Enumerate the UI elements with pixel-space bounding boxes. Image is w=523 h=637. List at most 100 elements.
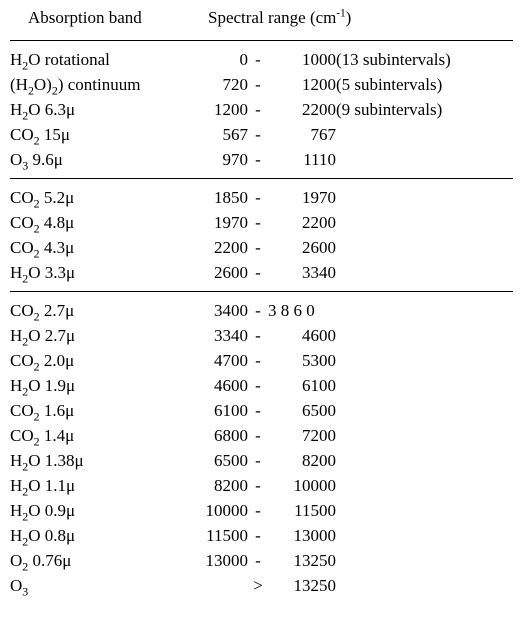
cell-range-lo xyxy=(188,573,248,598)
cell-band: O3 xyxy=(10,573,188,598)
cell-note xyxy=(336,348,513,373)
cell-range-dash: - xyxy=(248,122,268,147)
cell-band: CO2 4.8 xyxy=(10,210,188,235)
cell-range-hi: 5300 xyxy=(268,348,336,373)
cell-range-lo: 6100 xyxy=(188,398,248,423)
cell-range-lo: 10000 xyxy=(188,498,248,523)
cell-range-dash: - xyxy=(248,47,268,72)
subscript: 2 xyxy=(34,246,40,260)
divider xyxy=(10,40,513,41)
table-row: H2O 0.811500-13000 xyxy=(10,523,513,548)
subscript: 2 xyxy=(22,459,28,473)
cell-band: H2O 0.9 xyxy=(10,498,188,523)
mu-icon xyxy=(66,263,75,282)
table-row: CO2 2.73400-3 8 6 0 xyxy=(10,298,513,323)
divider xyxy=(10,291,513,292)
subscript: 2 xyxy=(22,534,28,548)
cell-note xyxy=(336,323,513,348)
cell-band: H2O 6.3 xyxy=(10,97,188,122)
table-row: H2O 2.73340-4600 xyxy=(10,323,513,348)
cell-band: CO2 2.0 xyxy=(10,348,188,373)
cell-note xyxy=(336,448,513,473)
table-row: CO2 4.81970-2200 xyxy=(10,210,513,235)
cell-range-hi: 8200 xyxy=(268,448,336,473)
table-group: CO2 2.73400-3 8 6 0H2O 2.73340-4600CO2 2… xyxy=(10,298,513,598)
cell-range-lo: 13000 xyxy=(188,548,248,573)
cell-range-dash: > xyxy=(248,573,268,598)
table-row: H2O 6.31200-2200(9 subintervals) xyxy=(10,97,513,122)
cell-range-dash: - xyxy=(248,72,268,97)
cell-range-dash: - xyxy=(248,498,268,523)
mu-icon xyxy=(65,238,74,257)
table-row: CO2 4.32200-2600 xyxy=(10,235,513,260)
mu-icon xyxy=(65,188,74,207)
cell-range-lo: 567 xyxy=(188,122,248,147)
subscript: 2 xyxy=(34,196,40,210)
cell-range-lo: 2200 xyxy=(188,235,248,260)
table-header: Absorption band Spectral range (cm-1) xyxy=(10,8,513,28)
cell-range-lo: 970 xyxy=(188,147,248,172)
cell-note: (9 subintervals) xyxy=(336,97,513,122)
mu-icon xyxy=(66,476,75,495)
cell-note: (5 subintervals) xyxy=(336,72,513,97)
cell-band: H2O 3.3 xyxy=(10,260,188,285)
table-row: O2 0.7613000-13250 xyxy=(10,548,513,573)
cell-range-hi: 4600 xyxy=(268,323,336,348)
cell-note xyxy=(336,573,513,598)
table-row: O3 9.6970-1110 xyxy=(10,147,513,172)
cell-range-dash: - xyxy=(248,348,268,373)
cell-band: H2O 1.1 xyxy=(10,473,188,498)
cell-range-hi: 1110 xyxy=(268,147,336,172)
cell-range-lo: 3340 xyxy=(188,323,248,348)
header-col-range: Spectral range (cm-1) xyxy=(208,8,505,28)
cell-range-hi: 6100 xyxy=(268,373,336,398)
cell-range-lo: 6500 xyxy=(188,448,248,473)
cell-range-dash: - xyxy=(248,448,268,473)
mu-icon xyxy=(66,376,75,395)
mu-icon xyxy=(54,150,63,169)
cell-band: CO2 5.2 xyxy=(10,185,188,210)
cell-note xyxy=(336,548,513,573)
cell-range-hi: 1200 xyxy=(268,72,336,97)
cell-range-lo: 6800 xyxy=(188,423,248,448)
cell-note xyxy=(336,498,513,523)
cell-range-lo: 11500 xyxy=(188,523,248,548)
mu-icon xyxy=(61,125,70,144)
cell-band: O3 9.6 xyxy=(10,147,188,172)
header-range-suffix: ) xyxy=(346,8,352,27)
subscript: 2 xyxy=(22,108,28,122)
cell-note xyxy=(336,398,513,423)
mu-icon xyxy=(65,301,74,320)
cell-range-dash: - xyxy=(248,373,268,398)
subscript: 2 xyxy=(52,83,58,97)
subscript: 3 xyxy=(22,584,28,598)
table-row: CO2 1.46800-7200 xyxy=(10,423,513,448)
cell-range-dash: - xyxy=(248,235,268,260)
cell-range-hi: 767 xyxy=(268,122,336,147)
table-row: CO2 2.04700-5300 xyxy=(10,348,513,373)
mu-icon xyxy=(66,501,75,520)
cell-range-hi: 2200 xyxy=(268,210,336,235)
header-col-band: Absorption band xyxy=(28,8,208,28)
subscript: 2 xyxy=(34,434,40,448)
cell-range-lo: 3400 xyxy=(188,298,248,323)
cell-note: (13 subintervals) xyxy=(336,47,513,72)
cell-note xyxy=(336,423,513,448)
cell-range-hi: 13250 xyxy=(268,573,336,598)
cell-range-hi: 1000 xyxy=(268,47,336,72)
cell-note xyxy=(336,210,513,235)
cell-band: H2O 0.8 xyxy=(10,523,188,548)
cell-range-dash: - xyxy=(248,323,268,348)
table-group: H2O rotational0-1000(13 subintervals)(H2… xyxy=(10,47,513,172)
subscript: 2 xyxy=(22,58,28,72)
subscript: 2 xyxy=(34,309,40,323)
cell-range-lo: 1970 xyxy=(188,210,248,235)
cell-band: CO2 4.3 xyxy=(10,235,188,260)
cell-band: CO2 1.4 xyxy=(10,423,188,448)
mu-icon xyxy=(66,100,75,119)
divider xyxy=(10,178,513,179)
table-row: H2O 1.18200-10000 xyxy=(10,473,513,498)
header-range-prefix: Spectral range (cm xyxy=(208,8,336,27)
table-row: CO2 15567-767 xyxy=(10,122,513,147)
mu-icon xyxy=(75,451,84,470)
